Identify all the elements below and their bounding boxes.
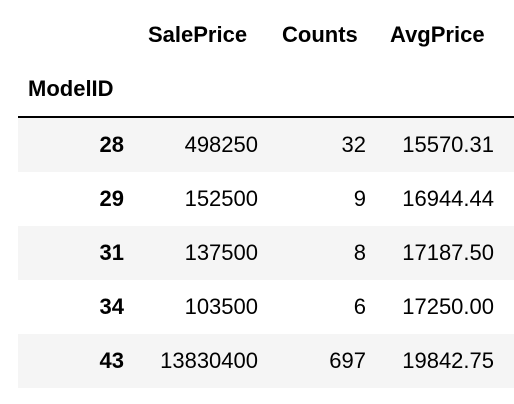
cell-saleprice: 498250 [184, 132, 258, 157]
cell-saleprice: 152500 [184, 186, 258, 211]
row-index: 28 [99, 132, 124, 157]
cell-saleprice: 103500 [184, 294, 258, 319]
table-row: 34 103500 6 17250.00 [18, 280, 514, 334]
cell-counts: 9 [353, 186, 366, 211]
table-row: 43 13830400 697 19842.75 [18, 334, 514, 388]
cell-counts: 8 [353, 240, 366, 265]
cell-avgprice: 17187.50 [402, 240, 494, 265]
column-header-saleprice: SalePrice [148, 22, 248, 47]
cell-saleprice: 137500 [184, 240, 258, 265]
cell-avgprice: 15570.31 [402, 132, 494, 157]
header-divider [18, 116, 514, 118]
table-body: 28 498250 32 15570.31 29 152500 9 16944.… [18, 118, 514, 388]
cell-counts: 697 [329, 348, 366, 373]
cell-avgprice: 19842.75 [402, 348, 494, 373]
table-row: 28 498250 32 15570.31 [18, 118, 514, 172]
column-header-avgprice: AvgPrice [390, 22, 485, 47]
cell-counts: 6 [353, 294, 366, 319]
row-index: 34 [99, 294, 124, 319]
table-row: 31 137500 8 17187.50 [18, 226, 514, 280]
cell-counts: 32 [341, 132, 366, 157]
cell-avgprice: 16944.44 [402, 186, 494, 211]
index-name-header: ModelID [28, 76, 114, 101]
row-index: 29 [99, 186, 124, 211]
row-index: 43 [99, 348, 124, 373]
row-index: 31 [99, 240, 124, 265]
column-header-counts: Counts [282, 22, 358, 47]
cell-saleprice: 13830400 [160, 348, 258, 373]
cell-avgprice: 17250.00 [402, 294, 494, 319]
table-row: 29 152500 9 16944.44 [18, 172, 514, 226]
